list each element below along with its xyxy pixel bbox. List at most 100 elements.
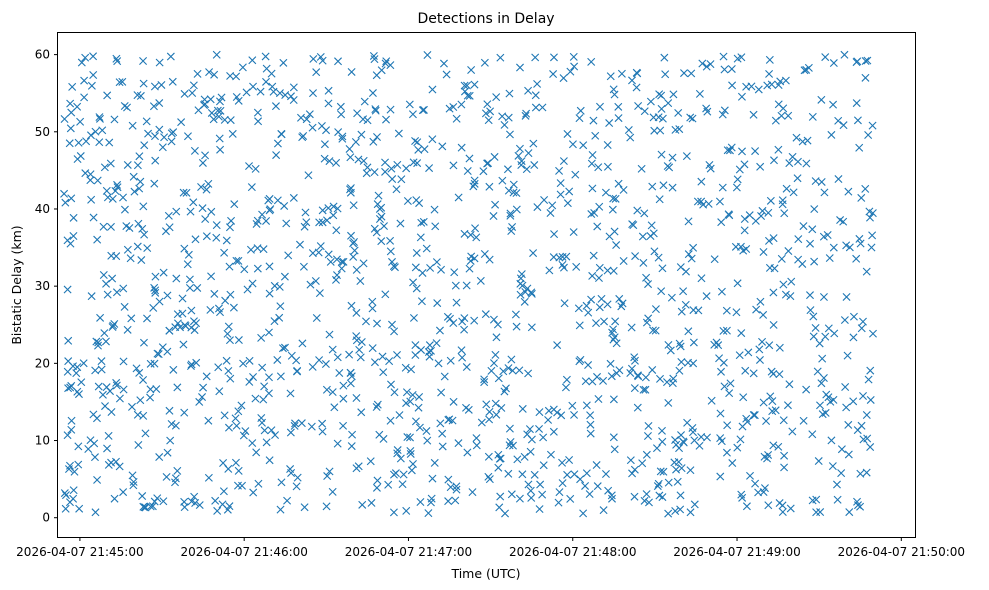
data-point-marker (588, 271, 597, 280)
data-point-marker (277, 129, 286, 138)
data-point-marker (424, 509, 433, 518)
data-point-marker (202, 232, 211, 241)
data-point-marker (465, 264, 474, 273)
data-point-marker (373, 319, 382, 328)
data-point-marker (808, 430, 817, 439)
data-point-marker (229, 303, 238, 312)
data-point-marker (793, 174, 802, 183)
data-point-marker (375, 214, 384, 223)
data-point-marker (513, 455, 522, 464)
data-point-marker (270, 317, 279, 326)
data-point-marker (438, 142, 447, 151)
data-point-marker (381, 290, 390, 299)
data-point-marker (424, 348, 433, 357)
data-point-marker (206, 305, 215, 314)
data-point-marker (571, 170, 580, 179)
data-point-marker (388, 175, 397, 184)
data-point-marker (411, 417, 420, 426)
data-point-marker (239, 431, 248, 440)
data-point-marker (299, 262, 308, 271)
y-axis-label: Bistatic Delay (km) (9, 225, 24, 344)
data-point-marker (60, 489, 69, 498)
data-point-marker (824, 393, 833, 402)
data-point-marker (802, 385, 811, 394)
data-point-marker (715, 197, 724, 206)
x-tick-label: 2026-04-07 21:50:00 (838, 545, 965, 559)
data-point-marker (495, 503, 504, 512)
data-point-marker (717, 287, 726, 296)
data-point-marker (205, 68, 214, 77)
data-point-marker (633, 371, 642, 380)
data-point-marker (279, 58, 288, 67)
data-point-marker (492, 333, 501, 342)
data-point-marker (763, 81, 772, 90)
data-point-marker (710, 255, 719, 264)
data-point-marker (840, 50, 849, 59)
data-point-marker (408, 459, 417, 468)
data-point-marker (422, 244, 431, 253)
data-point-marker (450, 268, 459, 277)
data-point-marker (788, 427, 797, 436)
data-point-marker (149, 303, 158, 312)
data-point-marker (155, 99, 164, 108)
data-point-marker (520, 452, 529, 461)
data-point-marker (136, 91, 145, 100)
data-point-marker (627, 323, 636, 332)
data-point-marker (785, 380, 794, 389)
data-point-marker (484, 116, 493, 125)
data-point-marker (76, 117, 85, 126)
data-point-marker (63, 431, 72, 440)
data-point-marker (786, 292, 795, 301)
data-point-marker (150, 359, 159, 368)
data-point-marker (390, 263, 399, 272)
data-point-marker (355, 345, 364, 354)
data-point-marker (722, 326, 731, 335)
data-point-marker (320, 140, 329, 149)
data-point-marker (436, 419, 445, 428)
data-point-marker (493, 320, 502, 329)
data-point-marker (89, 52, 98, 61)
data-point-marker (324, 86, 333, 95)
data-point-marker (539, 461, 548, 470)
data-point-marker (249, 82, 258, 91)
data-point-marker (518, 281, 527, 290)
data-point-marker (416, 233, 425, 242)
data-point-marker (314, 248, 323, 257)
data-point-marker (185, 275, 194, 284)
data-point-marker (150, 82, 159, 91)
data-point-marker (172, 274, 181, 283)
data-point-marker (664, 478, 673, 487)
data-point-marker (866, 366, 875, 375)
data-point-marker (238, 481, 247, 490)
data-point-marker (485, 255, 494, 264)
data-point-marker (357, 408, 366, 417)
data-point-marker (659, 467, 668, 476)
data-point-marker (360, 97, 369, 106)
data-point-marker (588, 150, 597, 159)
data-point-marker (80, 93, 89, 102)
data-point-marker (794, 235, 803, 244)
data-point-marker (232, 72, 241, 81)
data-point-marker (608, 494, 616, 503)
data-point-marker (362, 169, 371, 178)
data-point-marker (611, 194, 620, 203)
data-point-marker (197, 183, 206, 191)
data-point-marker (138, 224, 147, 233)
data-point-marker (172, 207, 181, 216)
data-point-marker (92, 337, 101, 346)
data-point-marker (619, 257, 628, 265)
data-point-marker (538, 490, 547, 499)
data-point-marker (491, 200, 500, 209)
data-point-marker (155, 297, 164, 306)
data-point-marker (521, 111, 530, 120)
data-point-marker (163, 448, 172, 457)
data-point-marker (304, 171, 313, 180)
data-point-marker (820, 188, 829, 197)
data-point-marker (298, 133, 307, 142)
data-point-marker (281, 91, 290, 100)
data-point-marker (139, 338, 148, 347)
data-point-marker (749, 369, 758, 378)
data-point-marker (527, 323, 536, 332)
data-point-marker (275, 89, 284, 98)
data-point-marker (146, 359, 155, 368)
